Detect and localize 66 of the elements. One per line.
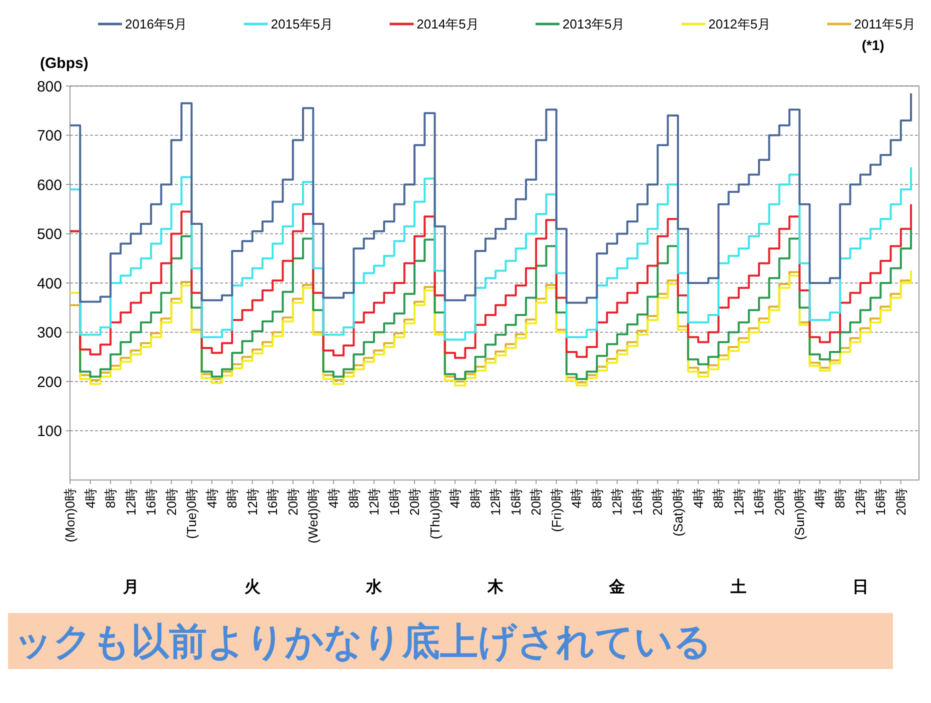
y-tick-label: 100 xyxy=(36,423,62,440)
text: (*1) xyxy=(862,37,884,53)
x-tick-label: (Wed)0時 xyxy=(306,488,321,544)
x-tick-label: 8時 xyxy=(224,488,240,508)
x-tick-label: 8時 xyxy=(832,488,848,508)
x-tick-label: 8時 xyxy=(346,488,362,508)
x-tick-label: 4時 xyxy=(326,488,341,508)
y-tick-label: 600 xyxy=(36,176,62,194)
x-tick-label: 8時 xyxy=(103,488,118,508)
x-tick-label: (Sun)0時 xyxy=(792,488,808,540)
x-tick-label: 16時 xyxy=(508,488,524,516)
y-tick-label: 700 xyxy=(36,128,62,144)
x-tick-label: 16時 xyxy=(265,488,280,516)
x-tick-label: (Thu)0時 xyxy=(427,488,442,540)
text: 土 xyxy=(730,578,747,596)
x-tick-label: 20時 xyxy=(893,488,908,516)
x-tick-label: 12時 xyxy=(488,488,504,516)
x-tick-label: 16時 xyxy=(752,488,767,516)
x-tick-label: 4時 xyxy=(812,488,828,508)
y-tick-label: 800 xyxy=(36,78,62,96)
text: 金 xyxy=(608,578,626,596)
legend-label: 2015年5月 xyxy=(270,16,333,32)
x-tick-label: (Mon)0時 xyxy=(62,488,78,542)
x-tick-label: 12時 xyxy=(852,488,868,516)
legend-label: 2011年5月 xyxy=(854,16,916,32)
y-tick-label: 500 xyxy=(36,226,62,243)
legend-label: 2013年5月 xyxy=(562,16,625,32)
x-tick-label: 4時 xyxy=(448,488,463,508)
text: 火 xyxy=(244,578,262,596)
x-tick-label: 12時 xyxy=(366,488,382,516)
text: 水 xyxy=(364,578,383,596)
x-tick-label: 16時 xyxy=(630,488,645,516)
x-tick-label: 12時 xyxy=(123,488,138,516)
x-tick-label: 20時 xyxy=(407,488,422,516)
y-tick-label: 400 xyxy=(36,275,62,292)
x-tick-label: 8時 xyxy=(589,488,604,508)
legend-label: 2014年5月 xyxy=(416,16,479,32)
x-tick-label: 16時 xyxy=(873,488,888,516)
x-tick-label: 4時 xyxy=(82,488,98,508)
text: 日 xyxy=(852,579,868,596)
y-tick-label: 300 xyxy=(36,324,62,342)
x-tick-label: 20時 xyxy=(772,488,787,516)
legend-label: 2016年5月 xyxy=(125,16,188,32)
x-tick-label: 8時 xyxy=(468,488,483,508)
x-tick-label: 12時 xyxy=(244,488,260,516)
x-tick-label: 4時 xyxy=(204,488,220,508)
text: ックも以前よりかなり底上げされている xyxy=(14,620,712,664)
y-axis-title: (Gbps) xyxy=(40,55,88,72)
x-tick-label: 4時 xyxy=(569,488,584,508)
x-tick-label: 20時 xyxy=(528,488,544,516)
x-tick-label: 20時 xyxy=(650,488,666,516)
text: 月 xyxy=(122,579,139,596)
x-tick-label: 20時 xyxy=(164,488,179,516)
x-tick-label: (Sat)0時 xyxy=(670,488,686,536)
x-tick-label: 20時 xyxy=(285,488,300,516)
y-tick-label: 200 xyxy=(36,374,62,391)
x-tick-label: 12時 xyxy=(610,488,625,516)
legend-label: 2012年5月 xyxy=(708,16,770,32)
x-tick-label: 16時 xyxy=(386,488,402,516)
x-tick-label: 8時 xyxy=(711,488,726,508)
x-tick-label: (Fri)0時 xyxy=(548,488,564,532)
x-tick-label: 12時 xyxy=(731,488,746,516)
x-tick-label: 4時 xyxy=(690,488,706,508)
x-tick-label: (Tue)0時 xyxy=(184,488,200,539)
x-tick-label: 16時 xyxy=(144,488,159,516)
text: 木 xyxy=(486,578,505,596)
